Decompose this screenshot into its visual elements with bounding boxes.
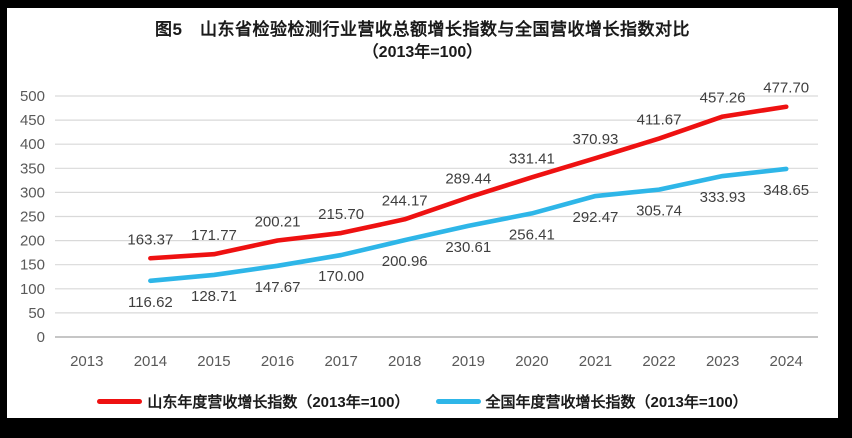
- y-tick-label: 100: [20, 281, 45, 298]
- legend-item-national: 全国年度营收增长指数（2013年=100）: [435, 391, 748, 412]
- data-label-shandong: 411.67: [637, 112, 682, 129]
- data-label-shandong: 200.21: [255, 213, 301, 230]
- y-tick-label: 250: [20, 209, 45, 226]
- series-line-national: [148, 166, 789, 284]
- chart-title-line1: 图5 山东省检验检测行业营收总额增长指数与全国营收增长指数对比: [155, 20, 690, 39]
- legend-label-shandong: 山东年度营收增长指数（2013年=100）: [147, 393, 410, 411]
- data-label-national: 116.62: [128, 294, 173, 311]
- data-label-shandong: 457.26: [700, 90, 746, 107]
- data-label-national: 333.93: [700, 189, 746, 206]
- y-tick-label: 450: [20, 112, 45, 129]
- data-label-shandong: 370.93: [573, 131, 619, 148]
- data-label-national: 200.96: [382, 253, 428, 270]
- legend-label-national: 全国年度营收增长指数（2013年=100）: [485, 393, 748, 411]
- series-line-shandong: [148, 104, 789, 261]
- data-label-shandong: 171.77: [191, 227, 237, 244]
- data-label-shandong: 289.44: [445, 170, 491, 187]
- chart-legend: 山东年度营收增长指数（2013年=100） 全国年度营收增长指数（2013年=1…: [7, 388, 838, 414]
- legend-item-shandong: 山东年度营收增长指数（2013年=100）: [97, 391, 410, 412]
- data-label-shandong: 163.37: [127, 231, 173, 248]
- x-tick-label: 2013: [70, 353, 103, 370]
- x-tick-label: 2022: [642, 353, 675, 370]
- y-tick-label: 300: [20, 184, 45, 201]
- legend-swatch-national-icon: [435, 398, 481, 404]
- y-tick-label: 500: [20, 88, 45, 105]
- y-tick-label: 400: [20, 136, 45, 153]
- x-tick-label: 2020: [515, 353, 548, 370]
- x-tick-label: 2015: [197, 353, 230, 370]
- x-tick-label: 2021: [579, 353, 612, 370]
- data-label-national: 292.47: [573, 209, 619, 226]
- data-label-national: 230.61: [445, 239, 491, 256]
- chart-canvas: 图5 山东省检验检测行业营收总额增长指数与全国营收增长指数对比 （2013年=1…: [7, 8, 838, 418]
- data-label-shandong: 477.70: [763, 80, 809, 97]
- legend-swatch-shandong-icon: [97, 398, 143, 404]
- data-label-national: 305.74: [636, 203, 682, 220]
- data-label-national: 147.67: [255, 279, 301, 296]
- x-tick-label: 2023: [706, 353, 739, 370]
- data-label-national: 128.71: [191, 288, 237, 305]
- y-tick-label: 150: [20, 257, 45, 274]
- x-tick-label: 2016: [261, 353, 294, 370]
- x-tick-label: 2017: [324, 353, 357, 370]
- chart-title-line2: （2013年=100）: [362, 44, 483, 61]
- chart-title: 图5 山东省检验检测行业营收总额增长指数与全国营收增长指数对比 （2013年=1…: [7, 18, 838, 64]
- y-tick-label: 200: [20, 233, 45, 250]
- data-label-national: 170.00: [318, 268, 364, 285]
- y-tick-label: 350: [20, 160, 45, 177]
- x-tick-label: 2024: [770, 353, 803, 370]
- x-tick-label: 2019: [452, 353, 485, 370]
- data-label-shandong: 215.70: [318, 206, 364, 223]
- chart-svg: 0 50 100 150 200 250 300 350 400 450 500 2013 2014 20…: [20, 80, 818, 370]
- x-tick-label: 2014: [134, 353, 167, 370]
- data-label-shandong: 244.17: [382, 192, 428, 209]
- y-tick-label: 0: [37, 329, 45, 346]
- y-tick-label: 50: [28, 305, 45, 322]
- data-label-shandong: 331.41: [509, 150, 555, 167]
- data-label-national: 348.65: [763, 182, 809, 199]
- x-tick-label: 2018: [388, 353, 421, 370]
- data-label-national: 256.41: [509, 226, 555, 243]
